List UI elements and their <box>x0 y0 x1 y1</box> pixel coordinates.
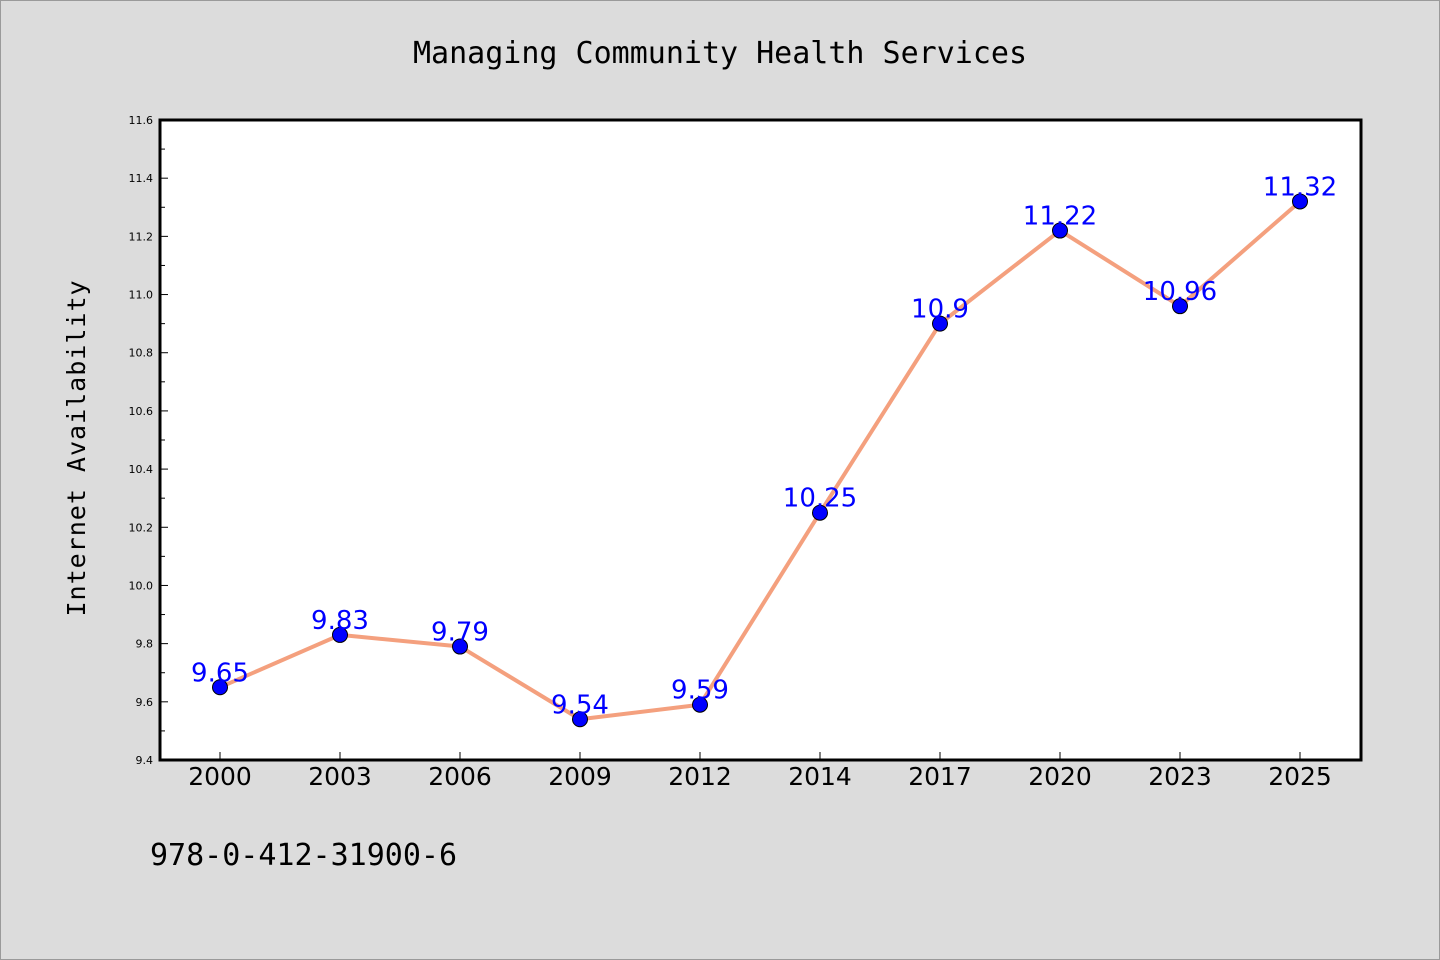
data-label: 9.65 <box>191 658 249 688</box>
data-point-marker <box>812 504 828 521</box>
x-tick-label: 2017 <box>908 762 972 791</box>
data-point-marker <box>1052 222 1068 239</box>
y-axis-label: Internet Availability <box>62 279 91 616</box>
data-label: 10.96 <box>1143 277 1217 307</box>
data-point-marker <box>212 679 228 696</box>
x-tick-label: 2020 <box>1028 762 1092 791</box>
isbn-footer: 978-0-412-31900-6 <box>150 838 457 873</box>
x-tick-label: 2003 <box>308 762 372 791</box>
y-tick-label: 10.0 <box>129 579 154 592</box>
data-labels: 9.65 9.83 9.79 9.54 9.59 10.25 10.9 11.22 10.96 1… <box>191 172 1337 720</box>
x-tick-label: 2014 <box>788 762 852 791</box>
x-tick-label: 2025 <box>1268 762 1332 791</box>
y-tick-label: 9.8 <box>136 638 154 651</box>
x-axis-ticks: 2000 2003 2006 2009 2012 2014 2017 2020 2023 2025 <box>188 752 1332 791</box>
data-label: 9.59 <box>671 676 729 706</box>
data-markers <box>212 193 1308 728</box>
data-point-marker <box>692 696 708 713</box>
y-tick-label: 10.6 <box>129 405 154 418</box>
y-tick-label: 10.4 <box>129 463 154 476</box>
data-point-marker <box>1292 193 1308 210</box>
data-label: 10.25 <box>783 484 857 514</box>
y-tick-label: 11.4 <box>129 172 154 185</box>
x-tick-label: 2023 <box>1148 762 1212 791</box>
y-tick-label: 11.2 <box>129 230 154 243</box>
y-axis-ticks: 9.4 9.6 9.8 10.0 10.2 10.4 10.6 10.8 11.0 11.2 11.… <box>129 114 168 767</box>
series-line-group <box>218 199 1302 722</box>
y-tick-label: 10.8 <box>129 347 154 360</box>
data-label: 11.22 <box>1023 202 1097 232</box>
y-tick-label: 10.2 <box>129 521 154 534</box>
data-label: 10.9 <box>911 295 969 325</box>
data-point-marker <box>572 711 588 728</box>
data-point-marker <box>452 638 468 655</box>
data-label: 11.32 <box>1263 172 1337 202</box>
data-point-marker <box>1172 298 1188 315</box>
data-label: 9.79 <box>431 618 489 648</box>
x-tick-label: 2000 <box>188 762 252 791</box>
y-tick-label: 11.0 <box>129 289 154 302</box>
y-tick-label: 9.4 <box>136 754 154 767</box>
data-point-marker <box>932 315 948 332</box>
chart-title: Managing Community Health Services <box>413 36 1027 71</box>
data-label: 9.54 <box>551 690 609 720</box>
x-tick-label: 2006 <box>428 762 492 791</box>
series-line <box>218 199 1302 722</box>
plot-area <box>158 118 1363 762</box>
data-label: 9.83 <box>311 606 369 636</box>
x-tick-label: 2009 <box>548 762 612 791</box>
x-tick-label: 2012 <box>668 762 732 791</box>
data-point-marker <box>332 626 348 643</box>
y-tick-label: 11.6 <box>129 114 154 127</box>
y-tick-label: 9.6 <box>136 696 154 709</box>
